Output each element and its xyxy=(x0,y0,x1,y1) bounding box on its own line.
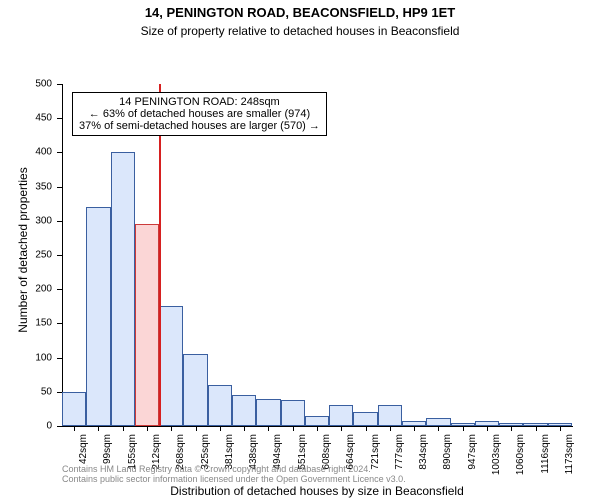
info-box: 14 PENINGTON ROAD: 248sqm ← 63% of detac… xyxy=(72,92,327,136)
y-axis-title: Number of detached properties xyxy=(16,150,30,350)
ytick-mark xyxy=(57,358,62,359)
attribution-line1: Contains HM Land Registry data © Crown c… xyxy=(62,464,406,474)
xtick-mark xyxy=(414,426,415,431)
xtick-mark xyxy=(196,426,197,431)
title-main: 14, PENINGTON ROAD, BEACONSFIELD, HP9 1E… xyxy=(145,5,455,20)
xtick-label: 890sqm xyxy=(442,434,453,484)
chart-container: 14, PENINGTON ROAD, BEACONSFIELD, HP9 1E… xyxy=(0,0,600,500)
ytick-mark xyxy=(57,323,62,324)
xtick-mark xyxy=(487,426,488,431)
histogram-bar xyxy=(523,423,547,426)
attribution-line2: Contains public sector information licen… xyxy=(62,474,406,484)
ytick-label: 0 xyxy=(0,421,52,432)
histogram-bar xyxy=(281,400,305,426)
histogram-bar xyxy=(329,405,353,426)
chart-title: 14, PENINGTON ROAD, BEACONSFIELD, HP9 1E… xyxy=(0,0,600,22)
ytick-mark xyxy=(57,118,62,119)
xtick-label: 1116sqm xyxy=(540,434,551,484)
ytick-label: 100 xyxy=(0,352,52,363)
ytick-mark xyxy=(57,221,62,222)
x-axis-title: Distribution of detached houses by size … xyxy=(62,484,572,498)
histogram-bar xyxy=(451,423,475,426)
xtick-label: 1173sqm xyxy=(564,434,575,484)
xtick-label: 1003sqm xyxy=(491,434,502,484)
histogram-bar xyxy=(111,152,135,426)
xtick-mark xyxy=(244,426,245,431)
histogram-bar xyxy=(62,392,86,426)
xtick-mark xyxy=(463,426,464,431)
ytick-label: 50 xyxy=(0,386,52,397)
ytick-mark xyxy=(57,289,62,290)
ytick-mark xyxy=(57,426,62,427)
ytick-mark xyxy=(57,255,62,256)
ytick-mark xyxy=(57,152,62,153)
histogram-bar xyxy=(548,423,572,426)
ytick-label: 500 xyxy=(0,79,52,90)
xtick-mark xyxy=(438,426,439,431)
histogram-bar xyxy=(135,224,159,426)
histogram-bar xyxy=(402,421,426,426)
xtick-label: 1060sqm xyxy=(515,434,526,484)
ytick-label: 450 xyxy=(0,113,52,124)
xtick-mark xyxy=(390,426,391,431)
xtick-mark xyxy=(98,426,99,431)
xtick-mark xyxy=(511,426,512,431)
histogram-bar xyxy=(232,395,256,426)
histogram-bar xyxy=(159,306,183,426)
histogram-bar xyxy=(353,412,377,426)
histogram-bar xyxy=(499,423,523,426)
title-sub: Size of property relative to detached ho… xyxy=(141,24,460,38)
xtick-mark xyxy=(268,426,269,431)
xtick-mark xyxy=(147,426,148,431)
xtick-mark xyxy=(536,426,537,431)
histogram-bar xyxy=(208,385,232,426)
histogram-bar xyxy=(183,354,207,426)
chart-subtitle: Size of property relative to detached ho… xyxy=(0,22,600,40)
histogram-bar xyxy=(378,405,402,426)
histogram-bar xyxy=(86,207,110,426)
xtick-mark xyxy=(560,426,561,431)
histogram-bar xyxy=(475,421,499,426)
xtick-mark xyxy=(366,426,367,431)
ytick-mark xyxy=(57,187,62,188)
xtick-label: 947sqm xyxy=(467,434,478,484)
xtick-label: 834sqm xyxy=(418,434,429,484)
attribution: Contains HM Land Registry data © Crown c… xyxy=(62,464,406,484)
xtick-mark xyxy=(341,426,342,431)
info-line2: ← 63% of detached houses are smaller (97… xyxy=(79,108,320,120)
info-line3: 37% of semi-detached houses are larger (… xyxy=(79,120,320,132)
xtick-mark xyxy=(293,426,294,431)
xtick-mark xyxy=(220,426,221,431)
xtick-mark xyxy=(171,426,172,431)
ytick-mark xyxy=(57,84,62,85)
histogram-bar xyxy=(426,418,450,426)
histogram-bar xyxy=(305,416,329,426)
xtick-mark xyxy=(123,426,124,431)
xtick-mark xyxy=(317,426,318,431)
info-line1: 14 PENINGTON ROAD: 248sqm xyxy=(79,96,320,108)
histogram-bar xyxy=(256,399,280,426)
xtick-mark xyxy=(74,426,75,431)
